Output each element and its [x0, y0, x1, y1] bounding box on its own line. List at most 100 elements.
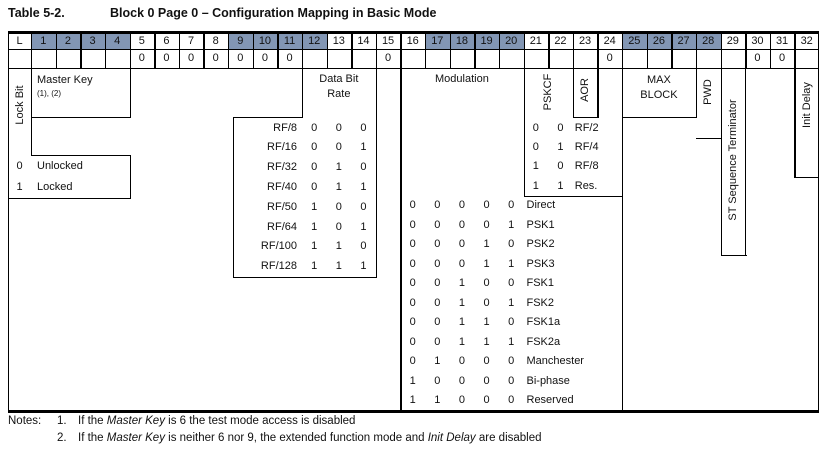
modulation-bit-value: 0 — [409, 257, 416, 270]
bit-header-19: 19 — [480, 34, 493, 47]
modulation-bit-value: 0 — [508, 374, 515, 387]
modulation-bit-value: 0 — [508, 394, 515, 406]
modulation-row-label: Direct — [526, 199, 556, 211]
data-bit-rate-bit-value: 0 — [360, 161, 367, 174]
bit-header-1: 1 — [40, 34, 47, 47]
preset-value-bit-24: 0 — [606, 51, 613, 64]
modulation-row-label: FSK2 — [526, 296, 555, 309]
data-bit-rate-bit-value: 0 — [335, 200, 342, 213]
modulation-bit-value: 0 — [434, 277, 441, 289]
modulation-bit-value: 0 — [409, 238, 416, 250]
modulation-bit-value: 0 — [409, 218, 416, 231]
modulation-bit-value: 0 — [483, 199, 490, 211]
diagram-line — [817, 31, 819, 413]
pskcf-bit-value: 0 — [557, 121, 564, 134]
bit-header-21: 21 — [529, 34, 542, 47]
bit-header-18: 18 — [455, 34, 469, 47]
data-bit-rate-bit-value: 1 — [360, 181, 367, 193]
modulation-row-label: Manchester — [526, 355, 584, 367]
modulation-bit-value: 0 — [458, 374, 465, 387]
modulation-row-label: Reserved — [526, 394, 574, 406]
data-bit-rate-row-label: RF/16 — [267, 141, 297, 154]
modulation-bit-value: 0 — [483, 355, 490, 367]
modulation-bit-value: 1 — [483, 257, 490, 270]
pskcf-bit-value: 1 — [532, 179, 539, 192]
data-bit-rate-bit-value: 0 — [360, 240, 367, 253]
header-shade-cell — [449, 31, 475, 49]
note-text: If the Master Key is 6 the test mode acc… — [78, 415, 355, 427]
data-bit-rate-bit-value: 1 — [360, 141, 367, 154]
pskcf-bit-value: 1 — [557, 140, 564, 153]
modulation-bit-value: 0 — [434, 335, 441, 348]
diagram-line — [720, 67, 722, 257]
modulation-row-label: FSK1a — [526, 316, 561, 328]
diagram-line — [31, 117, 131, 119]
modulation-bit-value: 0 — [483, 394, 490, 406]
data-bit-rate-bit-value: 1 — [311, 240, 318, 253]
lock-bit-option-value: 0 — [16, 159, 23, 172]
bit-header-10: 10 — [258, 34, 272, 47]
modulation-bit-value: 0 — [409, 335, 416, 348]
data-bit-rate-field-label-line2: Rate — [327, 88, 351, 100]
pskcf-field-label: PSKCF — [542, 73, 554, 111]
header-shade-cell — [301, 31, 327, 49]
bit-header-20: 20 — [505, 34, 518, 47]
modulation-bit-value: 0 — [458, 199, 465, 211]
table-number-label: Table 5-2. — [8, 6, 65, 20]
data-bit-rate-bit-value: 0 — [311, 181, 318, 193]
pskcf-row-label: RF/8 — [574, 160, 599, 173]
modulation-bit-value: 1 — [409, 394, 416, 406]
modulation-bit-value: 1 — [483, 335, 490, 348]
modulation-row-label: FSK1 — [526, 277, 555, 289]
header-shade-cell — [498, 31, 524, 49]
modulation-bit-value: 1 — [508, 335, 515, 348]
bit-header-lock-col: L — [16, 34, 23, 47]
bit-header-22: 22 — [554, 34, 567, 47]
header-shade-cell — [425, 31, 450, 49]
preset-value-bit-10: 0 — [261, 51, 268, 64]
modulation-row-label: PSK3 — [526, 257, 555, 270]
bit-header-29: 29 — [726, 34, 739, 47]
modulation-bit-value: 0 — [458, 355, 465, 367]
modulation-bit-value: 0 — [508, 355, 515, 367]
diagram-line — [794, 67, 796, 179]
bit-header-30: 30 — [751, 34, 764, 47]
header-shade-cell — [622, 31, 647, 49]
modulation-row-label: FSK2a — [526, 335, 561, 348]
max-block-field-label-line1: MAX — [647, 74, 671, 86]
bit-header-11: 11 — [283, 34, 296, 47]
bit-header-8: 8 — [212, 34, 219, 47]
modulation-bit-value: 0 — [508, 199, 515, 211]
diagram-line — [375, 67, 378, 279]
modulation-bit-value: 0 — [434, 238, 441, 250]
data-bit-rate-row-label: RF/8 — [273, 121, 297, 134]
diagram-line — [695, 138, 722, 140]
header-shade-cell — [277, 31, 302, 49]
modulation-bit-value: 1 — [458, 277, 465, 289]
diagram-line — [31, 154, 131, 156]
data-bit-rate-row-label: RF/32 — [267, 161, 297, 174]
pwd-field-label: PWD — [702, 79, 714, 105]
data-bit-rate-bit-value: 0 — [360, 121, 367, 134]
note-text-segment: are disabled — [475, 431, 542, 444]
note-text-segment: If the — [78, 431, 107, 444]
data-bit-rate-bit-value: 1 — [311, 220, 318, 233]
diagram-line — [8, 48, 819, 50]
data-bit-rate-bit-value: 0 — [335, 121, 342, 134]
diagram-line — [720, 255, 747, 257]
data-bit-rate-bit-value: 1 — [360, 260, 367, 273]
modulation-bit-value: 0 — [508, 316, 515, 328]
bit-header-26: 26 — [652, 34, 666, 47]
bit-header-6: 6 — [163, 34, 170, 47]
bit-header-2: 2 — [64, 34, 71, 47]
modulation-bit-value: 0 — [434, 316, 441, 328]
init-delay-field-label: Init Delay — [800, 82, 813, 128]
modulation-bit-value: 0 — [434, 374, 441, 387]
diagram-line — [400, 67, 402, 410]
modulation-bit-value: 1 — [458, 316, 465, 328]
preset-value-bit-8: 0 — [212, 51, 219, 64]
data-bit-rate-bit-value: 1 — [311, 260, 318, 273]
modulation-bit-value: 0 — [508, 238, 515, 250]
pskcf-bit-value: 0 — [532, 140, 539, 153]
modulation-bit-value: 0 — [458, 257, 465, 270]
